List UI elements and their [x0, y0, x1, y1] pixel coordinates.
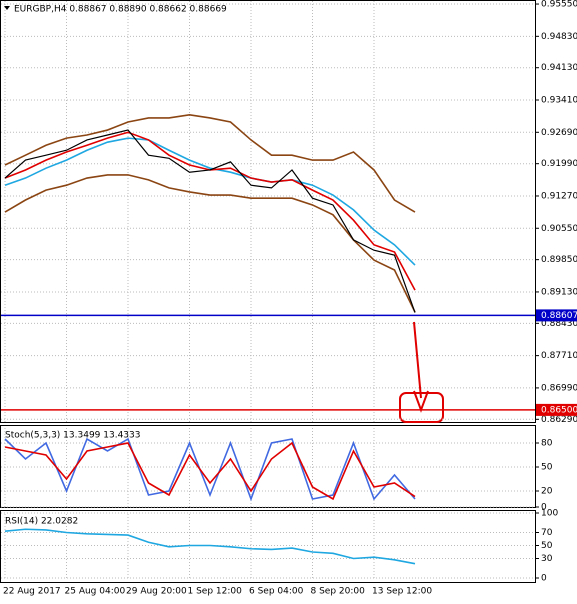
y-tick-label: 0.95550 — [541, 0, 577, 10]
x-tick-label: 6 Sep 04:00 — [249, 587, 304, 597]
y-tick-label: 30 — [541, 554, 553, 564]
x-tick-label: 8 Sep 20:00 — [311, 587, 366, 597]
series-line — [4, 174, 416, 313]
panel-title: Stoch(5,3,3) 13.3499 13.4333 — [5, 431, 140, 441]
x-tick-label: 29 Aug 20:00 — [126, 587, 187, 597]
y-tick-label: 0.89850 — [541, 255, 577, 265]
y-tick-label: 0.87710 — [541, 351, 577, 361]
y-tick-label: 0.91270 — [541, 191, 577, 201]
rsi-frame — [0, 510, 536, 583]
y-tick-label: 0 — [541, 503, 547, 513]
y-tick-label: 0.88430 — [541, 319, 577, 329]
y-tick-label: 50 — [541, 541, 553, 551]
series-line — [4, 113, 416, 213]
y-tick-label: 0.92690 — [541, 128, 577, 138]
title-marker — [4, 6, 10, 10]
y-tick-label: 0.90550 — [541, 224, 577, 234]
y-tick-label: 0.93410 — [541, 96, 577, 106]
x-tick-label: 22 Aug 2017 — [3, 587, 61, 597]
series-line — [4, 129, 416, 313]
level-label-bg — [536, 309, 577, 322]
panel-title: EURGBP,H4 0.88867 0.88890 0.88662 0.8866… — [14, 5, 227, 15]
x-tick-label: 25 Aug 04:00 — [65, 587, 126, 597]
level-label: 0.88607 — [541, 311, 577, 321]
y-tick-label: 0.94130 — [541, 63, 577, 73]
y-tick-label: 0 — [541, 574, 547, 584]
level-label: 0.86500 — [541, 405, 577, 415]
y-tick-label: 0.94830 — [541, 32, 577, 42]
series-line — [4, 441, 416, 501]
y-tick-label: 20 — [541, 487, 553, 497]
y-tick-label: 50 — [541, 463, 553, 473]
y-tick-label: 0.89130 — [541, 287, 577, 297]
main-frame — [0, 0, 536, 423]
y-tick-label: 70 — [541, 528, 553, 538]
panel-title: RSI(14) 22.0282 — [5, 517, 78, 527]
x-tick-label: 1 Sep 12:00 — [188, 587, 243, 597]
y-tick-label: 0.86290 — [541, 415, 577, 425]
series-line — [4, 437, 416, 502]
level-label-bg — [536, 403, 577, 416]
y-tick-label: 100 — [541, 509, 558, 519]
y-tick-label: 0.86990 — [541, 383, 577, 393]
y-tick-label: 0.91990 — [541, 159, 577, 169]
series-line — [4, 528, 416, 565]
series-line — [4, 137, 416, 266]
arrow — [413, 321, 429, 413]
target-box — [399, 392, 444, 423]
y-tick-label: 80 — [541, 439, 553, 449]
x-tick-label: 13 Sep 12:00 — [372, 587, 432, 597]
